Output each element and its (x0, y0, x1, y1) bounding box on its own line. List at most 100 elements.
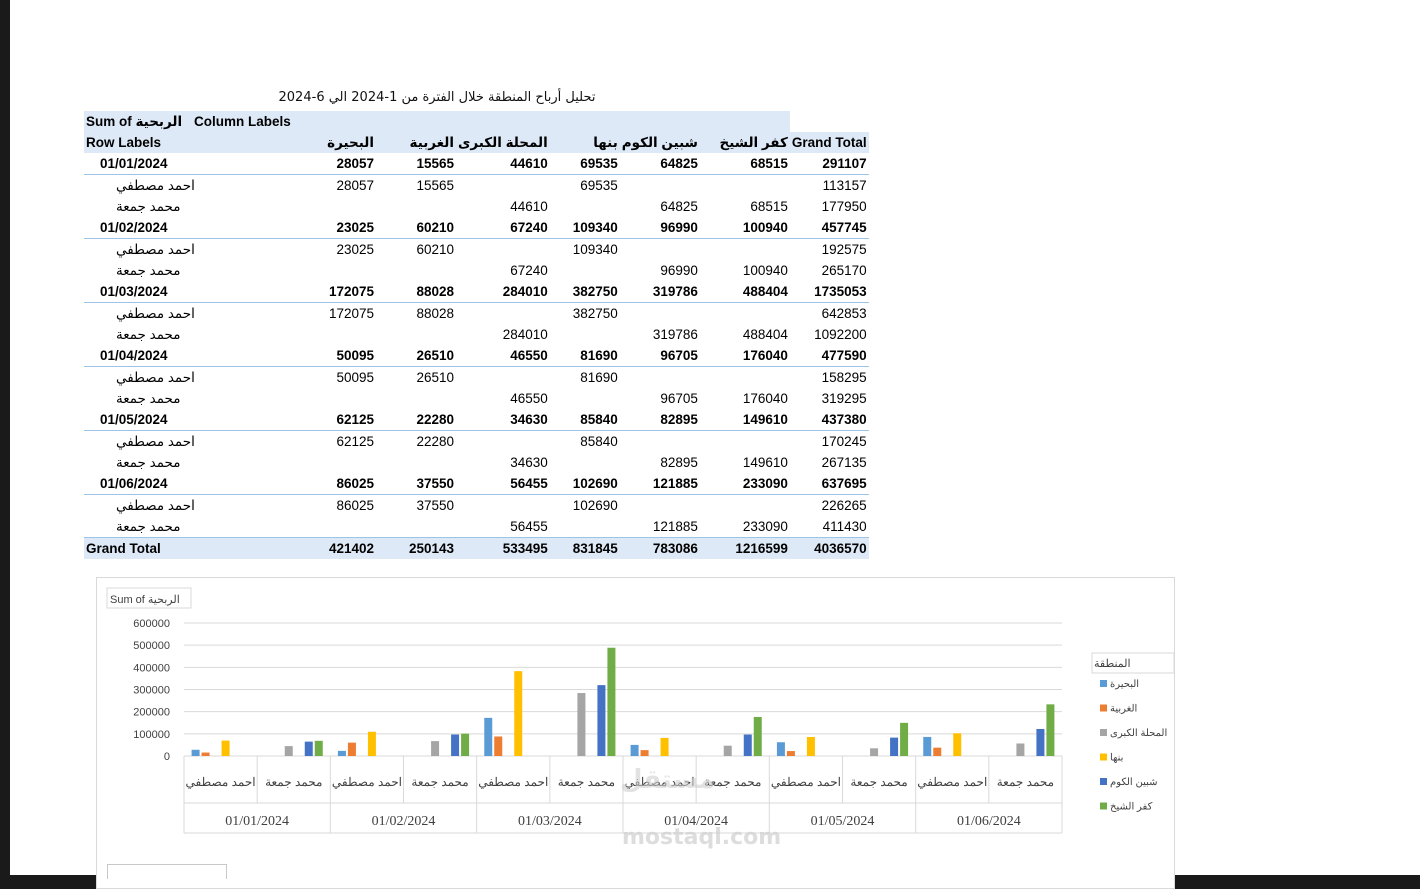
legend-entry: المحلة الكبرى (1110, 728, 1167, 739)
group-label: 01/06/2024 (957, 814, 1021, 829)
legend-swatch (1100, 704, 1107, 712)
bar (806, 736, 815, 756)
cell-value: 46550 (510, 391, 548, 406)
category-label: احمد مصطفي (625, 775, 695, 789)
row-total: 177950 (821, 199, 867, 214)
y-tick-label: 100000 (133, 729, 170, 741)
chart-area[interactable]: Sum of الربحية 0 100000 200000 300000 400000 5… (96, 577, 1175, 889)
cell-value (320, 324, 376, 345)
bar (743, 734, 752, 756)
column-header: الغربية (376, 132, 456, 153)
row-label: 01/06/2024 (84, 473, 320, 495)
grand-total-value: 250143 (376, 537, 456, 559)
y-tick-label: 400000 (133, 662, 170, 674)
cell-value (456, 495, 550, 517)
row-total: 170245 (821, 434, 867, 449)
cell-value (620, 495, 700, 517)
bar (451, 734, 460, 756)
cell-value: 22280 (376, 409, 456, 431)
bar (514, 671, 523, 756)
cell-value (550, 324, 620, 345)
bar (723, 745, 732, 756)
cell-value: 23025 (336, 242, 374, 257)
cell-value: 96990 (619, 217, 700, 239)
column-header: شبين الكوم (619, 132, 700, 153)
cell-value: 44610 (510, 199, 548, 214)
date-row: 01/03/2024 172075 88028 284010 382750 319786 4… (84, 281, 869, 303)
group-label: 01/03/2024 (518, 814, 582, 829)
bar (1046, 704, 1055, 756)
person-row: احمد مصطفي 86025 37550 102690 226265 (84, 495, 869, 517)
row-total: 291107 (789, 153, 869, 175)
cell-value: 15565 (376, 153, 456, 175)
cell-value: 86025 (336, 498, 374, 513)
row-label: 01/05/2024 (84, 409, 320, 431)
cell-value: 88028 (416, 306, 454, 321)
row-total: 267135 (821, 455, 867, 470)
cell-value: 67240 (510, 263, 548, 278)
cell-value (376, 452, 456, 473)
date-row: 01/06/2024 86025 37550 56455 102690 121885 233… (84, 473, 869, 495)
cell-value: 60210 (416, 242, 454, 257)
cell-value: 488404 (742, 327, 788, 342)
category-label: محمد جمعة (558, 775, 615, 789)
legend-swatch (1100, 753, 1107, 761)
row-total: 642853 (821, 306, 867, 321)
column-header: بنها (549, 132, 620, 153)
bar (347, 742, 356, 756)
bar (630, 744, 639, 756)
cell-value: 109340 (572, 242, 618, 257)
cell-value: 82895 (619, 409, 700, 431)
person-row: احمد مصطفي 50095 26510 81690 158295 (84, 367, 869, 389)
bar (953, 733, 962, 756)
bar (367, 731, 376, 756)
category-label: محمد جمعة (704, 775, 761, 789)
cell-value: 233090 (742, 519, 788, 534)
bar (786, 751, 795, 756)
bar (923, 736, 932, 756)
bar (890, 737, 899, 756)
group-label: 01/01/2024 (225, 814, 289, 829)
cell-value: 22280 (416, 434, 454, 449)
bar (201, 752, 210, 756)
cell-value: 23025 (320, 217, 376, 239)
cell-value: 69535 (580, 178, 618, 193)
person-row: احمد مصطفي 28057 15565 69535 113157 (84, 175, 869, 197)
cell-value (456, 367, 550, 389)
cell-value: 67240 (456, 217, 550, 239)
bar (484, 717, 493, 756)
cell-value (456, 175, 550, 197)
legend-title: المنطقة (1094, 658, 1131, 670)
cell-value (320, 196, 376, 217)
row-label: محمد جمعة (116, 455, 181, 470)
legend-title-box (1091, 652, 1174, 674)
row-total: 457745 (789, 217, 869, 239)
cell-value (620, 431, 700, 453)
sheet-tab[interactable] (107, 864, 227, 879)
cell-value: 149610 (742, 455, 788, 470)
y-tick-label: 0 (164, 751, 170, 763)
cell-value: 319786 (652, 327, 698, 342)
bar (660, 737, 669, 756)
cell-value: 172075 (328, 306, 374, 321)
row-total: 1735053 (789, 281, 869, 303)
date-row: 01/04/2024 50095 26510 46550 81690 96705 17604… (84, 345, 869, 367)
chart-title: Sum of الربحية (110, 594, 180, 606)
cell-value (376, 388, 456, 409)
cell-value: 176040 (699, 345, 790, 367)
person-row: محمد جمعة 67240 96990 100940 265170 (84, 260, 869, 281)
bar (933, 747, 942, 756)
legend-entry: بنها (1110, 753, 1123, 764)
person-row: محمد جمعة 34630 82895 149610 267135 (84, 452, 869, 473)
cell-value: 28057 (336, 178, 374, 193)
cell-value: 44610 (456, 153, 550, 175)
cell-value (700, 495, 790, 517)
category-label: محمد جمعة (997, 775, 1054, 789)
cell-value (376, 516, 456, 538)
row-label: 01/02/2024 (84, 217, 320, 239)
cell-value: 284010 (502, 327, 548, 342)
row-label: احمد مصطفي (116, 370, 195, 385)
row-label: احمد مصطفي (116, 434, 195, 449)
row-total: 1092200 (814, 327, 867, 342)
row-label: احمد مصطفي (116, 242, 195, 257)
